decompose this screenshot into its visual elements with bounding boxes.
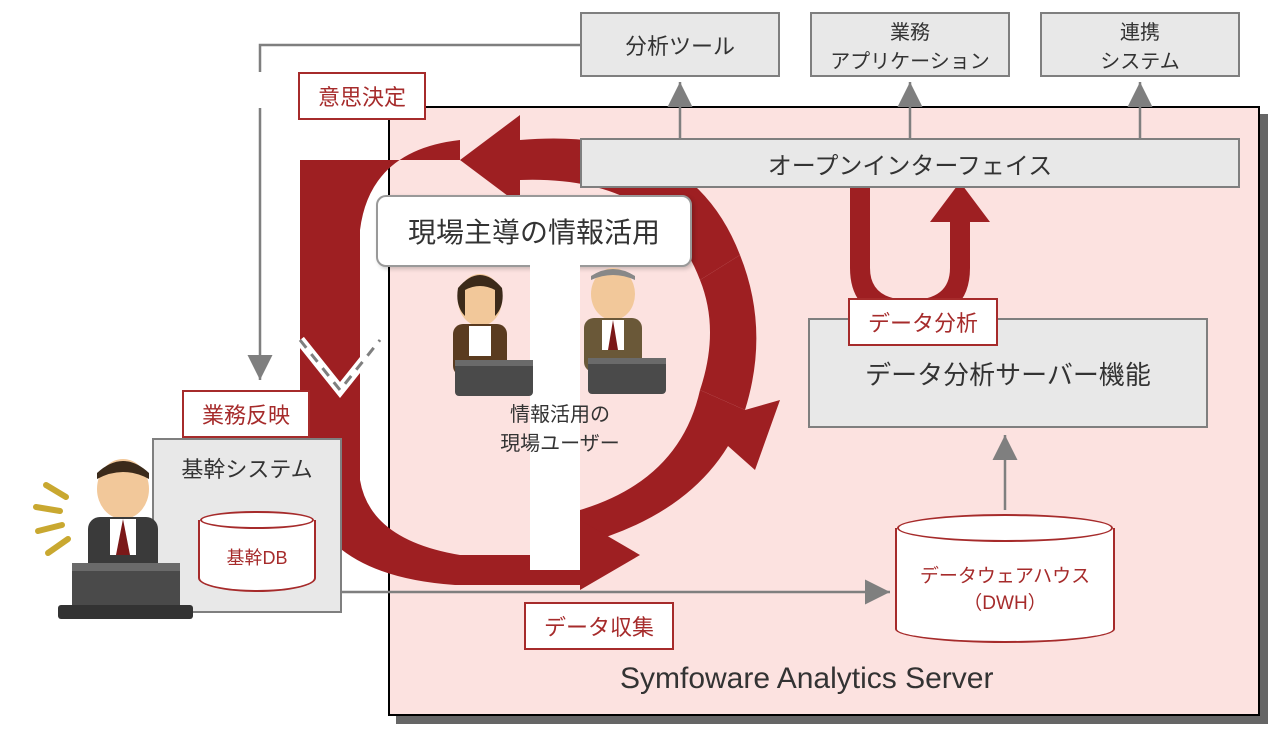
reflect-label: 業務反映 — [182, 390, 310, 438]
top-box-label: 業務 アプリケーション — [830, 16, 990, 74]
biz-user-icon — [18, 445, 193, 625]
users-caption: 情報活用の 現場ユーザー — [465, 398, 655, 456]
core-db-cylinder: 基幹DB — [198, 520, 316, 592]
collect-label: データ収集 — [524, 602, 674, 650]
core-system-label: 基幹システム — [181, 452, 312, 484]
top-box-label: 分析ツール — [625, 29, 735, 61]
top-box-biz-app: 業務 アプリケーション — [810, 12, 1010, 77]
user-right-icon — [558, 260, 678, 398]
dwh-cylinder: データウェアハウス （DWH） — [895, 528, 1115, 643]
top-box-label: 連携 システム — [1100, 16, 1179, 74]
dwh-label-2: （DWH） — [963, 588, 1046, 615]
user-left-icon — [425, 268, 545, 398]
analysis-server-label: データ分析サーバー機能 — [865, 355, 1151, 392]
open-interface-label: オープンインターフェイス — [768, 146, 1052, 181]
top-box-analysis-tool: 分析ツール — [580, 12, 780, 77]
decision-label: 意思決定 — [298, 72, 426, 120]
dwh-label-1: データウェアハウス — [920, 561, 1090, 588]
top-box-link-sys: 連携 システム — [1040, 12, 1240, 77]
core-db-label: 基幹DB — [226, 544, 287, 570]
data-analysis-label: データ分析 — [848, 298, 998, 346]
server-title: Symfoware Analytics Server — [620, 662, 993, 696]
open-interface-box: オープンインターフェイス — [580, 138, 1240, 188]
